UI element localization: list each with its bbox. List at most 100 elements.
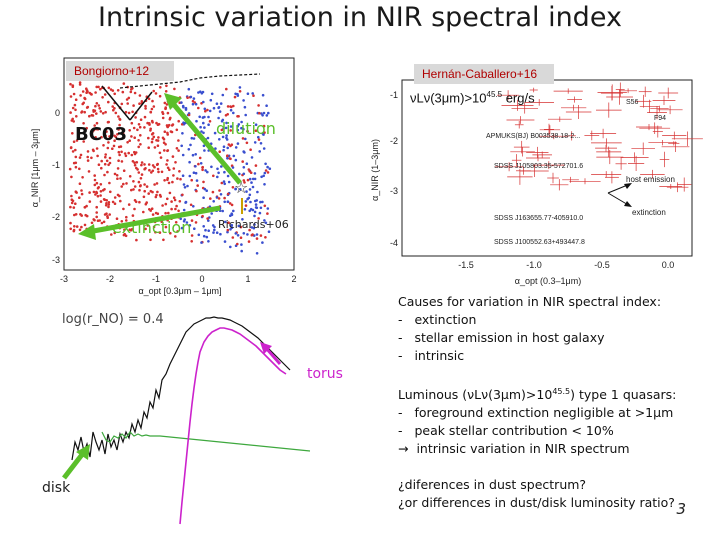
- scatter-point: [103, 93, 107, 96]
- scatter-point: [138, 102, 141, 105]
- scatter-point: [93, 218, 96, 222]
- error-bar-point: [511, 154, 522, 167]
- host-emission-arrowhead: [624, 183, 632, 189]
- scatter-point: [172, 196, 176, 199]
- scatter-point: [215, 231, 219, 234]
- scatter-point: [181, 132, 184, 135]
- scatter-point: [236, 242, 239, 246]
- scatter-point: [232, 209, 235, 213]
- scatter-point: [219, 102, 223, 105]
- scatter-point: [254, 164, 258, 167]
- scatter-point: [130, 135, 133, 138]
- scatter-point: [127, 203, 131, 206]
- scatter-point: [187, 148, 191, 151]
- scatter-point: [203, 187, 207, 191]
- richards-label: Richards+06: [218, 218, 289, 231]
- scatter-point: [251, 185, 255, 189]
- scatter-point: [198, 156, 202, 160]
- left-x-tick: -3: [60, 274, 68, 284]
- scatter-point: [182, 121, 185, 124]
- scatter-point: [88, 114, 91, 118]
- error-bar-point: [544, 123, 554, 135]
- scatter-point: [146, 224, 150, 227]
- error-bar-point: [532, 151, 552, 159]
- scatter-point: [163, 101, 167, 105]
- scatter-point: [254, 123, 258, 126]
- scatter-point: [85, 89, 89, 92]
- scatter-point: [130, 88, 133, 91]
- scatter-point: [147, 136, 150, 140]
- scatter-point: [137, 145, 140, 149]
- scatter-point: [74, 98, 78, 101]
- scatter-point: [225, 87, 228, 91]
- scatter-point: [152, 89, 155, 93]
- scatter-point: [130, 153, 134, 157]
- scatter-point: [155, 121, 158, 125]
- scatter-point: [171, 123, 175, 126]
- scatter-point: [99, 87, 102, 91]
- scatter-point: [262, 111, 266, 115]
- scatter-point: [198, 115, 201, 119]
- scatter-point: [229, 129, 232, 132]
- error-bar-point: [532, 161, 565, 170]
- torus-component: [179, 327, 287, 525]
- scatter-point: [78, 81, 82, 84]
- scatter-point: [107, 120, 110, 124]
- scatter-point: [129, 90, 133, 94]
- scatter-point: [169, 116, 172, 120]
- scatter-point: [207, 115, 210, 119]
- scatter-point: [216, 167, 219, 171]
- scatter-point: [190, 136, 194, 140]
- scatter-point: [252, 94, 255, 97]
- scatter-point: [125, 215, 128, 219]
- scatter-point: [226, 154, 229, 157]
- scatter-point: [202, 196, 205, 199]
- scatter-point: [104, 204, 108, 207]
- left-y-tick: 0: [55, 108, 60, 118]
- scatter-point: [124, 234, 128, 238]
- scatter-point: [254, 129, 258, 132]
- error-bar-point: [647, 106, 667, 120]
- scatter-point: [266, 207, 270, 210]
- scatter-point: [180, 226, 184, 230]
- scatter-point: [266, 171, 270, 174]
- cause-item: - extinction: [398, 312, 477, 327]
- left-x-tick: 2: [291, 274, 296, 284]
- scatter-point: [154, 92, 158, 95]
- scatter-point: [232, 111, 235, 115]
- scatter-point: [83, 206, 87, 209]
- scatter-point: [127, 96, 131, 100]
- scatter-point: [195, 179, 199, 182]
- scatter-point: [74, 155, 78, 159]
- scatter-point: [80, 214, 83, 217]
- scatter-point: [83, 96, 86, 100]
- extinction-arrow: [87, 205, 221, 235]
- scatter-point: [166, 159, 169, 162]
- scatter-point: [244, 137, 247, 141]
- scatter-point: [182, 183, 186, 186]
- scatter-point: [149, 238, 152, 242]
- scatter-point: [107, 205, 110, 209]
- scatter-point: [230, 212, 233, 215]
- scatter-point: [132, 180, 135, 183]
- scatter-point: [168, 168, 171, 172]
- scatter-point: [210, 92, 214, 96]
- scatter-point: [153, 183, 156, 186]
- scatter-point: [244, 204, 248, 207]
- right-scatter-panel: APMUKS(BJ) B003538.18-2... SDSS J105803.…: [368, 60, 703, 298]
- scatter-point: [225, 121, 228, 125]
- scatter-point: [149, 129, 152, 132]
- scatter-point: [181, 153, 185, 157]
- scatter-point: [69, 205, 72, 209]
- scatter-point: [78, 83, 82, 86]
- scatter-point: [79, 94, 82, 97]
- scatter-point: [122, 169, 126, 172]
- scatter-point: [104, 153, 107, 156]
- scatter-point: [140, 163, 143, 167]
- right-y-tick: -3: [390, 186, 398, 196]
- scatter-point: [188, 160, 191, 164]
- scatter-point: [162, 238, 165, 242]
- scatter-point: [166, 149, 170, 152]
- scatter-point: [113, 202, 117, 205]
- scatter-point: [165, 103, 169, 106]
